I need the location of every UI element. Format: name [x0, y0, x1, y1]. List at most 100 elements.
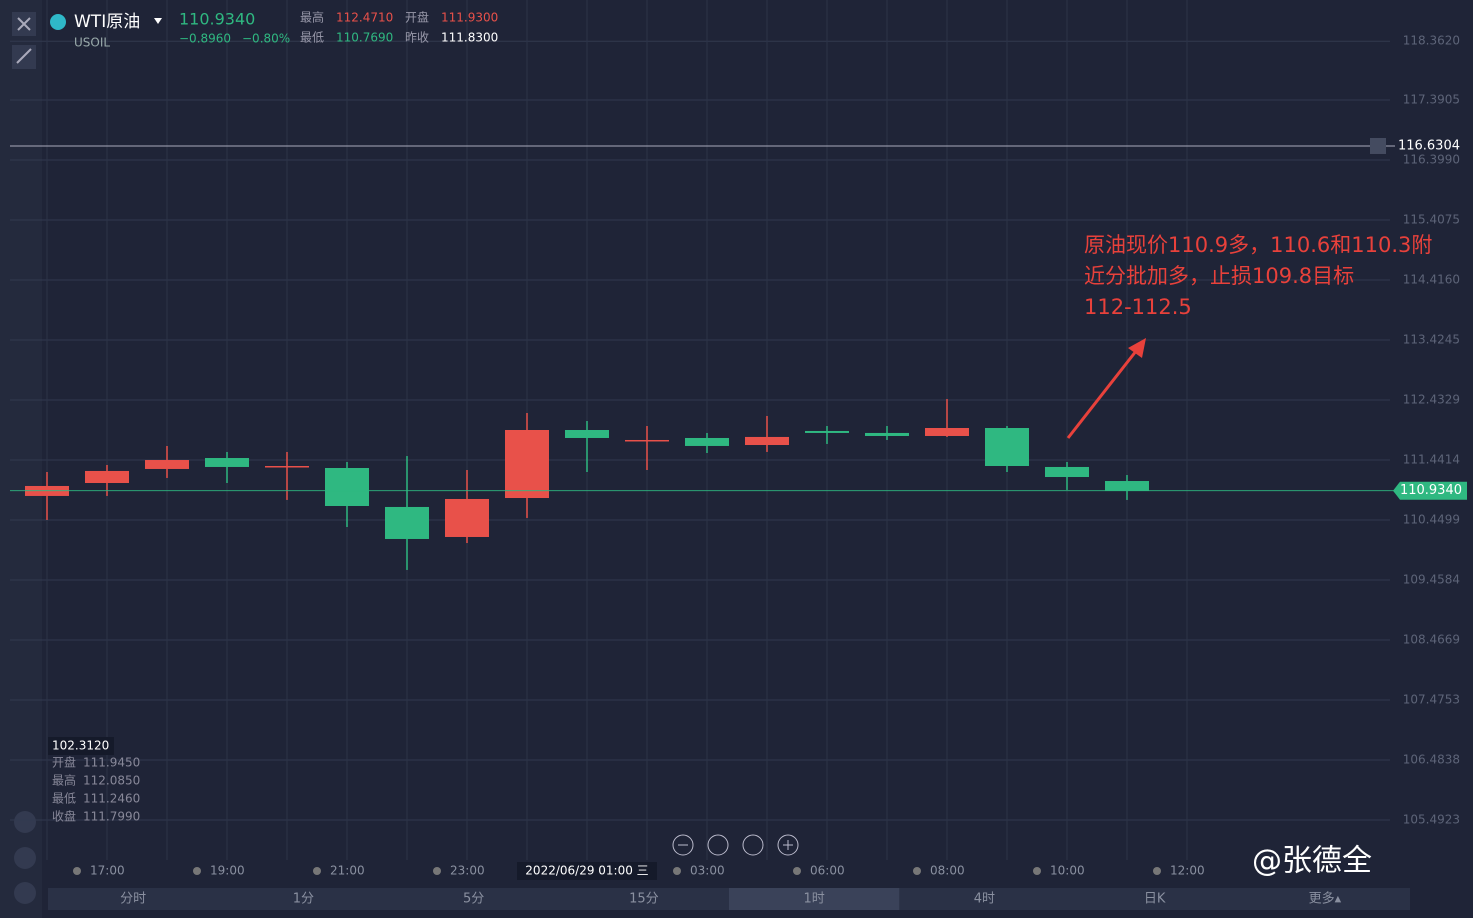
alert-icon	[1370, 137, 1386, 154]
y-tick-label: 117.3905	[1403, 92, 1460, 106]
arrow-head	[1128, 338, 1146, 358]
shrink-icon	[16, 48, 32, 64]
x-tick-label: 06:00	[810, 864, 845, 878]
candle-body	[985, 428, 1029, 467]
close-icon	[17, 17, 31, 31]
annotation-line: 近分批加多，止损109.8目标	[1084, 264, 1354, 288]
timeframe-button[interactable]: 日K	[1144, 892, 1166, 907]
candle-body	[145, 460, 189, 469]
stat-value: 112.4710	[336, 11, 393, 25]
candles: 110.9340	[10, 399, 1467, 570]
active-timeframe	[729, 888, 900, 910]
x-tick-label: 2022/06/29 01:00 三	[525, 864, 648, 878]
indicator-button[interactable]	[14, 811, 36, 833]
timeframe-button[interactable]: 1分	[293, 892, 314, 907]
tooltip-price-box	[48, 737, 114, 755]
price-change: −0.8960	[179, 32, 231, 46]
timeframe-button[interactable]: 更多▴	[1309, 891, 1342, 907]
y-tick-label: 111.4414	[1403, 452, 1460, 466]
x-dot	[73, 867, 81, 875]
stat-label: 最高	[300, 10, 324, 25]
price-tag	[1393, 481, 1467, 500]
candle-body	[385, 506, 429, 539]
timeframe-button[interactable]: 4时	[974, 892, 995, 907]
go-start[interactable]	[707, 834, 729, 856]
y-tick-label: 105.4923	[1403, 812, 1460, 826]
candle-body	[1105, 481, 1149, 491]
x-label-box	[517, 862, 657, 880]
dropdown-icon[interactable]	[154, 18, 162, 24]
y-tick-label: 116.3990	[1403, 152, 1460, 166]
zoom-out[interactable]	[672, 834, 694, 856]
x-tick-label: 10:00	[1050, 864, 1085, 878]
compare-button[interactable]	[14, 882, 36, 904]
x-tick-label: 19:00	[210, 864, 245, 878]
draw-button[interactable]	[14, 847, 36, 869]
timeframe-button[interactable]: 15分	[629, 892, 659, 907]
candle-body	[265, 466, 309, 468]
nav-icons	[678, 840, 793, 850]
tooltip-label: 收盘	[52, 809, 76, 824]
tooltip-value: 111.2460	[83, 792, 140, 806]
annotation-line: 原油现价110.9多，110.6和110.3附	[1084, 233, 1432, 257]
timeframe-button[interactable]: 5分	[463, 892, 484, 907]
x-tick-label: 17:00	[90, 864, 125, 878]
y-tick-label: 109.4584	[1403, 572, 1460, 586]
y-tick-label: 110.4499	[1403, 512, 1460, 526]
y-tick-label: 107.4753	[1403, 692, 1460, 706]
x-tick-label: 03:00	[690, 864, 725, 878]
candle-body	[685, 437, 729, 446]
stat-label: 开盘	[405, 10, 429, 25]
candle-body	[745, 436, 789, 446]
y-tick-label: 112.4329	[1403, 392, 1460, 406]
alert-label: 116.6304	[1398, 138, 1460, 153]
price-change-pct: −0.80%	[242, 32, 290, 46]
x-dot	[1033, 867, 1041, 875]
nav-controls	[672, 834, 799, 856]
grid: 118.3620 117.3905 116.3990 115.4075 114.4160…	[10, 0, 1460, 880]
candle-body	[1045, 466, 1089, 478]
x-dot	[673, 867, 681, 875]
timeframe-button[interactable]: 1时	[803, 892, 824, 907]
x-tick-label: 21:00	[330, 864, 365, 878]
candle-body	[505, 430, 549, 499]
candle-body	[325, 468, 369, 507]
x-dot	[313, 867, 321, 875]
timeframes: 分时 1分 5分 15分 1时 4时 日K 更多▴	[120, 888, 1342, 910]
x-tick-label: 12:00	[1170, 864, 1205, 878]
x-tick-label: 23:00	[450, 864, 485, 878]
candle-body	[925, 428, 969, 436]
tooltip: 102.3120 开盘 111.9450 最高 112.0850 最低 111.2460 收盘…	[48, 737, 140, 824]
x-dot	[793, 867, 801, 875]
go-end[interactable]	[742, 834, 764, 856]
tooltip-label: 最低	[52, 792, 76, 806]
tooltip-value: 112.0850	[83, 774, 140, 788]
candle-body	[445, 498, 489, 537]
watermark: @张德全	[1252, 844, 1372, 879]
y-tick-label: 113.4245	[1403, 332, 1460, 346]
annotation-line: 112-112.5	[1084, 295, 1192, 319]
x-dot	[913, 867, 921, 875]
tooltip-label: 开盘	[52, 755, 76, 770]
sidebar	[0, 0, 42, 918]
candle-body	[865, 432, 909, 436]
last-price: 110.9340	[179, 10, 255, 29]
zoom-in[interactable]	[777, 834, 799, 856]
tooltip-value: 111.7990	[83, 810, 140, 824]
y-tick-label: 106.4838	[1403, 752, 1460, 766]
stat-label: 最低	[300, 31, 324, 45]
y-tick-label: 114.4160	[1403, 272, 1460, 286]
stat-label: 昨收	[405, 31, 429, 45]
candle-body	[625, 439, 669, 442]
stat-value: 110.7690	[336, 31, 393, 45]
candle-body	[85, 470, 129, 484]
tooltip-value: 111.9450	[83, 756, 140, 770]
symbol-name[interactable]: WTI原油	[74, 12, 140, 32]
y-tick-label: 115.4075	[1403, 212, 1460, 226]
tooltip-price: 102.3120	[52, 739, 109, 753]
y-tick-label: 118.3620	[1403, 34, 1460, 48]
candle-body	[205, 458, 249, 467]
x-dot	[1153, 867, 1161, 875]
timeframe-button[interactable]: 分时	[120, 892, 146, 907]
